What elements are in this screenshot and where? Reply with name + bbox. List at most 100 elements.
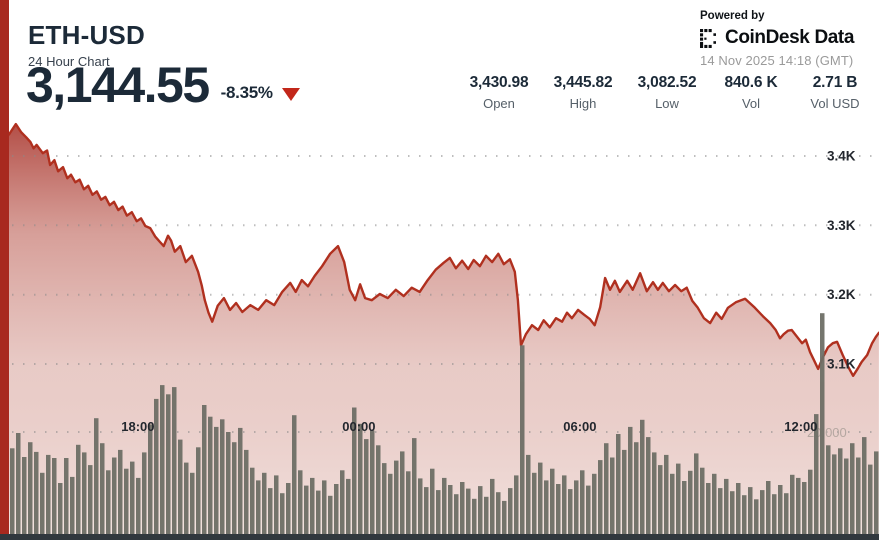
volume-bar [220, 419, 225, 535]
volume-bar [250, 467, 255, 534]
volume-bar [484, 496, 489, 534]
volume-bar [766, 481, 771, 534]
volume-bar [52, 458, 57, 534]
stat-low-value: 3,082.52 [637, 74, 697, 91]
volume-bar [832, 454, 837, 534]
volume-bar [508, 488, 513, 534]
stat-open-label: Open [483, 96, 515, 111]
volume-bar [820, 313, 825, 534]
volume-bar [574, 480, 579, 534]
volume-bar [754, 499, 759, 534]
volume-bar [382, 463, 387, 534]
volume-bar [394, 460, 399, 534]
stat-open: 3,430.98 Open [467, 74, 531, 111]
volume-bar [496, 492, 501, 534]
volume-bar [88, 465, 93, 534]
volume-bar [862, 437, 867, 534]
volume-bar [772, 494, 777, 534]
volume-bar [10, 448, 15, 534]
volume-bar [358, 423, 363, 534]
volume-bar [826, 445, 831, 534]
volume-bar [598, 460, 603, 534]
volume-bar [454, 494, 459, 534]
volume-bar [352, 407, 357, 534]
volume-bar [208, 416, 213, 534]
volume-bar [808, 469, 813, 534]
price-axis-label: 3.1K [827, 357, 856, 372]
volume-bar [172, 387, 177, 534]
volume-bar [814, 414, 819, 534]
volume-bar [532, 472, 537, 534]
volume-bar [442, 477, 447, 534]
current-price: 3,144.55 [26, 57, 210, 113]
current-price-row: 3,144.55 -8.35% [26, 60, 300, 110]
volume-bar [760, 490, 765, 534]
volume-bar [796, 477, 801, 534]
volume-bar [850, 443, 855, 534]
volume-bar [868, 464, 873, 534]
volume-bar [70, 476, 75, 534]
volume-bar [646, 437, 651, 534]
volume-bar [388, 473, 393, 534]
volume-bar [370, 430, 375, 534]
price-axis-label: 3.2K [827, 287, 856, 302]
price-axis-labels: 3.4K 3.3K 3.2K 3.1K [827, 149, 856, 372]
volume-bar [742, 495, 747, 534]
volume-bar [268, 488, 273, 534]
volume-bar [652, 452, 657, 534]
volume-bar [400, 451, 405, 534]
volume-bar [346, 478, 351, 534]
volume-bar [778, 485, 783, 534]
volume-bar [58, 483, 63, 534]
volume-bar [304, 485, 309, 534]
volume-bar [724, 478, 729, 534]
volume-bar [244, 449, 249, 534]
volume-bar [664, 454, 669, 534]
volume-bar [226, 432, 231, 534]
page-title: ETH-USD [28, 20, 145, 50]
volume-bar [196, 447, 201, 534]
volume-bar [682, 481, 687, 534]
stat-vol-value: 840.6 K [724, 74, 778, 91]
volume-bar [154, 398, 159, 534]
volume-bar [328, 495, 333, 535]
volume-bar [340, 470, 345, 535]
volume-bar [418, 478, 423, 534]
volume-bar [112, 457, 117, 534]
volume-bar [28, 442, 33, 534]
volume-bar [844, 458, 849, 534]
volume-bar [736, 483, 741, 534]
price-line [7, 122, 879, 377]
volume-bar [376, 445, 381, 534]
price-area-fill [9, 124, 879, 534]
volume-bar [634, 442, 639, 534]
volume-bar [316, 490, 321, 534]
volume-bar [436, 490, 441, 534]
volume-bar [142, 452, 147, 534]
volume-bar [286, 483, 291, 534]
coindesk-logo-icon [700, 28, 716, 48]
volume-bar [190, 472, 195, 534]
volume-bar [364, 439, 369, 534]
volume-bar [130, 461, 135, 534]
volume-bar [586, 485, 591, 534]
volume-bar [322, 480, 327, 534]
volume-bar [148, 424, 153, 534]
volume-bar [310, 477, 315, 534]
time-axis-label: 00:00 [342, 419, 375, 434]
volume-bar [460, 482, 465, 534]
volume-bar [76, 444, 81, 535]
volume-bar [520, 345, 525, 534]
volume-bar [706, 483, 711, 534]
volume-bar [202, 405, 207, 534]
left-accent-bar [0, 0, 9, 534]
volume-bar [22, 457, 27, 534]
volume-bar [232, 442, 237, 534]
volume-bar [748, 487, 753, 534]
coindesk-data-link[interactable]: CoinDesk Data [700, 27, 878, 49]
volume-bar [40, 472, 45, 534]
volume-bar [628, 426, 633, 534]
